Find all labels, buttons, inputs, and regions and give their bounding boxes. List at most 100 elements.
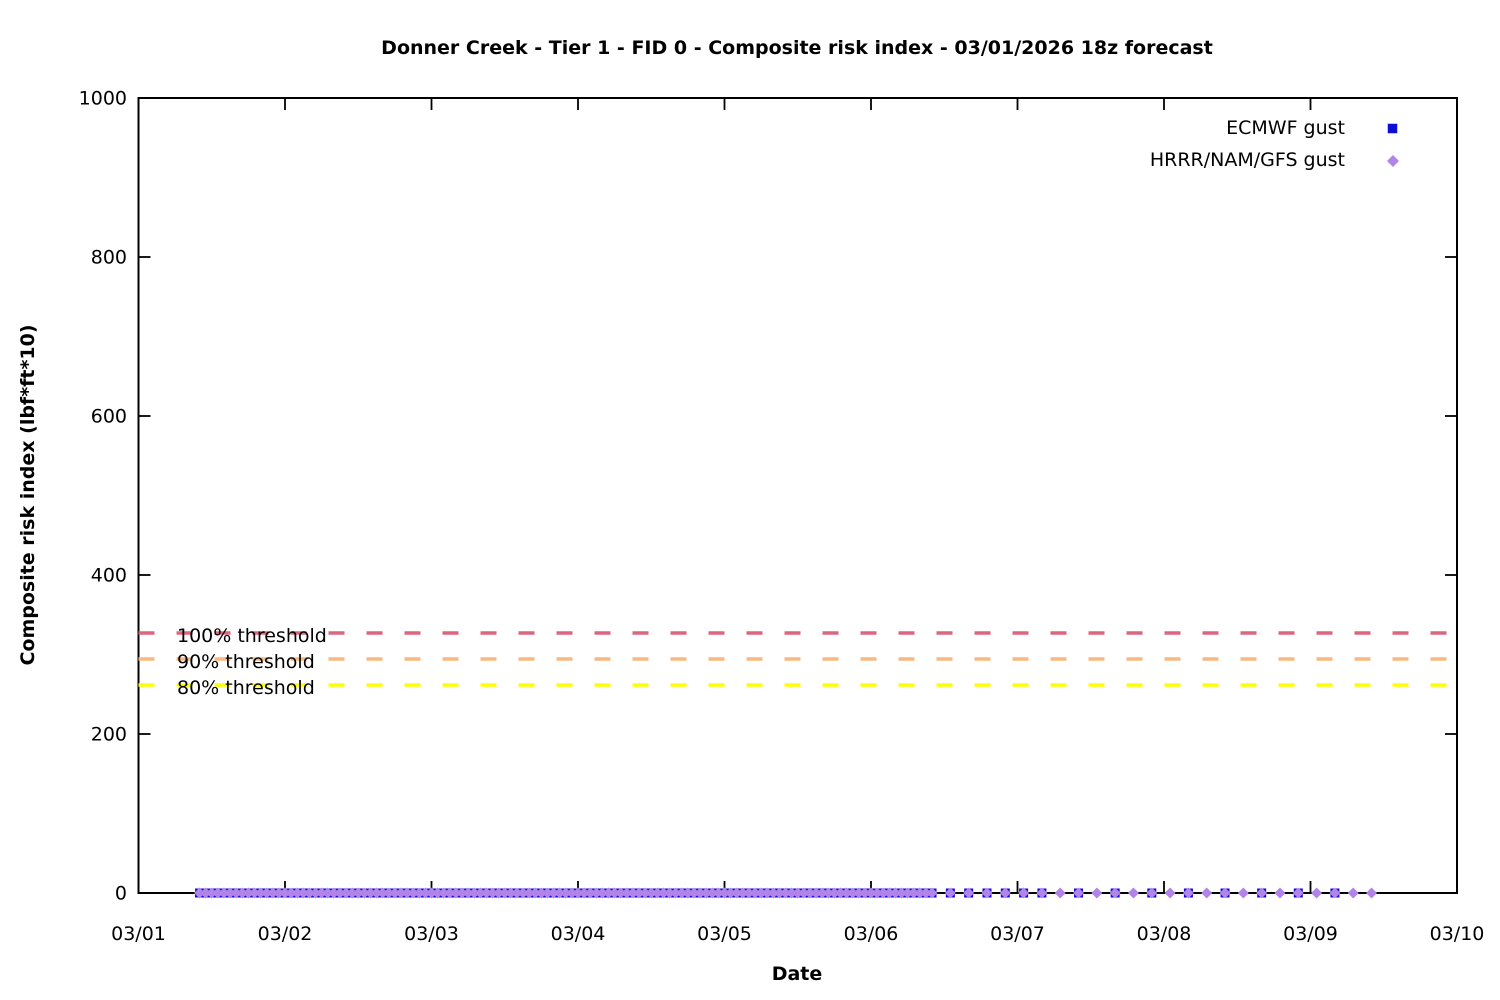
data-point-diamond	[853, 887, 865, 899]
y-tick-label: 800	[91, 247, 127, 269]
data-point-diamond	[944, 887, 956, 899]
data-point-diamond	[389, 887, 401, 899]
data-point-diamond	[499, 887, 511, 899]
data-point-diamond	[889, 887, 901, 899]
data-point-diamond	[1329, 887, 1341, 899]
data-point-diamond	[841, 887, 853, 899]
data-point-diamond	[1219, 887, 1231, 899]
data-point-diamond	[383, 887, 395, 899]
data-point-diamond	[578, 887, 590, 899]
data-point-diamond	[340, 887, 352, 899]
data-point-diamond	[541, 887, 553, 899]
data-point-diamond	[902, 887, 914, 899]
data-point-diamond	[529, 887, 541, 899]
data-point-diamond	[1018, 887, 1030, 899]
data-point-diamond	[609, 887, 621, 899]
data-point-diamond	[1237, 887, 1249, 899]
data-point-diamond	[1256, 887, 1268, 899]
data-point-diamond	[871, 887, 883, 899]
data-point-diamond	[670, 887, 682, 899]
x-tick-label: 03/03	[404, 923, 459, 945]
data-point-diamond	[505, 887, 517, 899]
x-tick-label: 03/02	[258, 923, 313, 945]
x-tick-label: 03/01	[111, 923, 166, 945]
data-point-diamond	[682, 887, 694, 899]
data-point-diamond	[755, 887, 767, 899]
data-point-diamond	[828, 887, 840, 899]
data-point-diamond	[316, 887, 328, 899]
data-point-diamond	[206, 887, 218, 899]
data-point-diamond	[639, 887, 651, 899]
data-point-diamond	[773, 887, 785, 899]
y-tick-label: 1000	[79, 88, 127, 110]
data-point-diamond	[322, 887, 334, 899]
plot-border	[137, 97, 1458, 894]
data-point-diamond	[493, 887, 505, 899]
data-point-diamond	[688, 887, 700, 899]
data-point-diamond	[767, 887, 779, 899]
data-point-diamond	[487, 887, 499, 899]
data-point-diamond	[334, 887, 346, 899]
data-point-diamond	[657, 887, 669, 899]
data-point-diamond	[1054, 887, 1066, 899]
threshold-label-100: 100% threshold	[177, 625, 327, 647]
data-point-diamond	[566, 887, 578, 899]
threshold-label-80: 80% threshold	[177, 677, 315, 699]
legend-label-ecmwf-gust: ECMWF gust	[1226, 117, 1345, 139]
data-point-diamond	[218, 887, 230, 899]
data-point-diamond	[230, 887, 242, 899]
data-point-diamond	[480, 887, 492, 899]
data-point-diamond	[407, 887, 419, 899]
data-point-diamond	[462, 887, 474, 899]
x-tick-label: 03/08	[1137, 923, 1192, 945]
data-point-diamond	[242, 887, 254, 899]
ecmwf-gust-marker-icon	[1387, 123, 1398, 134]
data-point-diamond	[822, 887, 834, 899]
data-point-diamond	[920, 887, 932, 899]
data-point-diamond	[468, 887, 480, 899]
data-point-diamond	[712, 887, 724, 899]
data-point-diamond	[700, 887, 712, 899]
data-point-diamond	[248, 887, 260, 899]
data-point-diamond	[560, 887, 572, 899]
data-point-diamond	[1146, 887, 1158, 899]
data-point-diamond	[395, 887, 407, 899]
data-point-diamond	[572, 887, 584, 899]
data-point-diamond	[255, 887, 267, 899]
data-point-diamond	[554, 887, 566, 899]
data-point-diamond	[596, 887, 608, 899]
data-point-diamond	[267, 887, 279, 899]
y-tick-label: 600	[91, 406, 127, 428]
data-point-diamond	[224, 887, 236, 899]
threshold-label-90: 90% threshold	[177, 651, 315, 673]
data-point-diamond	[651, 887, 663, 899]
data-point-diamond	[432, 887, 444, 899]
data-point-diamond	[523, 887, 535, 899]
data-point-diamond	[1109, 887, 1121, 899]
data-point-diamond	[310, 887, 322, 899]
data-point-diamond	[981, 887, 993, 899]
data-point-diamond	[1073, 887, 1085, 899]
data-point-diamond	[291, 887, 303, 899]
data-point-diamond	[615, 887, 627, 899]
data-point-diamond	[200, 887, 212, 899]
data-point-diamond	[1274, 887, 1286, 899]
legend-label-hrrr-nam-gfs-gust: HRRR/NAM/GFS gust	[1149, 149, 1345, 171]
y-tick-label: 200	[91, 724, 127, 746]
data-point-diamond	[1164, 887, 1176, 899]
hrrr-nam-gfs-gust-marker-icon	[1387, 154, 1399, 167]
data-point-diamond	[450, 887, 462, 899]
data-point-diamond	[413, 887, 425, 899]
data-point-diamond	[444, 887, 456, 899]
data-point-diamond	[474, 887, 486, 899]
data-point-diamond	[743, 887, 755, 899]
data-point-diamond	[645, 887, 657, 899]
data-point-diamond	[584, 887, 596, 899]
data-point-diamond	[548, 887, 560, 899]
data-point-diamond	[517, 887, 529, 899]
data-point-diamond	[749, 887, 761, 899]
x-tick-label: 03/05	[697, 923, 752, 945]
data-point-diamond	[664, 887, 676, 899]
